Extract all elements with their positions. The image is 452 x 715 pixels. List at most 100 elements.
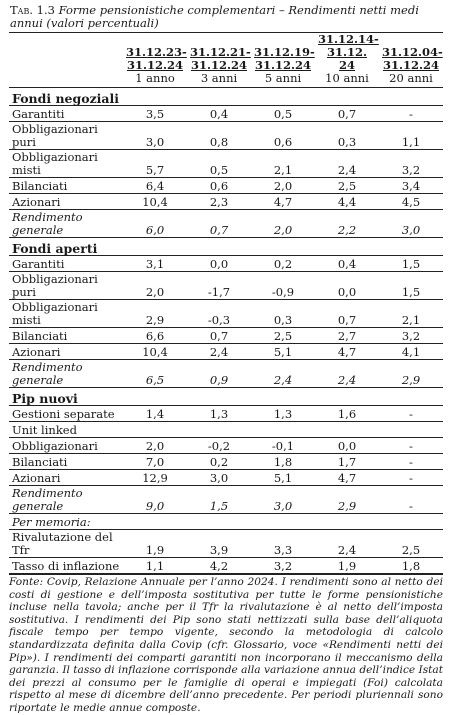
row-value: 0,2 [187, 453, 251, 470]
row-value: -0,3 [187, 299, 251, 328]
row-value [187, 421, 251, 438]
table-row: Unit linked [9, 421, 443, 438]
row-value: 2,7 [315, 327, 379, 344]
row-label: Bilanciati [9, 177, 123, 194]
row-value: 2,5 [379, 529, 443, 558]
row-label: Rendimento generale [9, 359, 123, 388]
table-title: Tab. 1.3 Forme pensionistiche complement… [10, 4, 443, 30]
row-value [251, 421, 315, 438]
section-title: Fondi aperti [9, 237, 443, 256]
row-value: 3,1 [123, 255, 187, 272]
row-label: Obbligazionari puri [9, 121, 123, 150]
row-value: 0,0 [315, 437, 379, 454]
row-value: 0,7 [187, 209, 251, 238]
header-period: 31.12.19-31.12.24 [254, 45, 315, 72]
row-value: 1,4 [123, 405, 187, 422]
table-caption: Forme pensionistiche complementari – Ren… [10, 3, 419, 30]
row-label: Azionari [9, 193, 123, 210]
row-value: 0,9 [187, 359, 251, 388]
row-value: 3,9 [187, 529, 251, 558]
row-value: 2,4 [251, 359, 315, 388]
row-value: -0,1 [251, 437, 315, 454]
table-row: Obbligazionari puri 2,0 -1,7 -0,9 0,0 1,5 [9, 271, 443, 300]
row-value: 4,7 [315, 343, 379, 360]
header-blank [9, 33, 123, 73]
row-value: 0,2 [251, 255, 315, 272]
row-value: 6,6 [123, 327, 187, 344]
row-value: 2,9 [123, 299, 187, 328]
table-row: Obbligazionari puri 3,0 0,8 0,6 0,3 1,1 [9, 121, 443, 150]
row-value: 5,1 [251, 343, 315, 360]
row-value: 2,4 [315, 359, 379, 388]
table-body: Fondi negoziali Garantiti 3,5 0,4 0,5 0,7- Obb… [9, 87, 443, 574]
row-value: -1,7 [187, 271, 251, 300]
row-value: 0,5 [187, 149, 251, 178]
table-row: Rivalutazione del Tfr 1,9 3,9 3,3 2,4 2,5 [9, 529, 443, 558]
row-label: Garantiti [9, 255, 123, 272]
row-value: 0,0 [187, 255, 251, 272]
row-label: Tasso di inflazione [9, 557, 123, 574]
row-value: 7,0 [123, 453, 187, 470]
row-label: Obbligazionari puri [9, 271, 123, 300]
memo-header-row: Per memoria: [9, 513, 443, 530]
row-value: 2,0 [123, 271, 187, 300]
header-period: 31.12.23-31.12.24 [126, 45, 187, 72]
row-value: 2,2 [315, 209, 379, 238]
table-row: Bilanciati 6,6 0,7 2,5 2,7 3,2 [9, 327, 443, 344]
section-header-row: Fondi aperti [9, 237, 443, 256]
row-value: 0,3 [251, 299, 315, 328]
table-row: Azionari 10,4 2,3 4,7 4,4 4,5 [9, 193, 443, 210]
row-value: 1,8 [379, 557, 443, 574]
section-header-row: Fondi negoziali [9, 87, 443, 106]
row-value: 0,7 [315, 105, 379, 122]
row-value: 4,4 [315, 193, 379, 210]
row-value: 2,1 [251, 149, 315, 178]
row-value [123, 421, 187, 438]
table-row: Azionari 12,9 3,0 5,1 4,7- [9, 469, 443, 486]
row-value: 1,9 [315, 557, 379, 574]
row-label: Rendimento generale [9, 209, 123, 238]
table-row: Bilanciati 7,0 0,2 1,8 1,7- [9, 453, 443, 470]
row-value: 9,0 [123, 485, 187, 514]
row-value: 0,8 [187, 121, 251, 150]
row-value: 2,9 [315, 485, 379, 514]
source-note: Fonte: Covip, Relazione Annuale per l’an… [9, 574, 443, 714]
row-value: 4,2 [187, 557, 251, 574]
row-value: 2,3 [187, 193, 251, 210]
table-row: Obbligazionari 2,0 -0,2 -0,1 0,0- [9, 437, 443, 454]
header-span: 20 anni [379, 72, 443, 88]
row-value: 3,4 [379, 177, 443, 194]
row-value: 4,5 [379, 193, 443, 210]
row-value: -0,2 [187, 437, 251, 454]
row-value: 10,4 [123, 193, 187, 210]
header-period: 31.12.04-31.12.24 [382, 45, 443, 72]
row-value: 5,1 [251, 469, 315, 486]
row-value: 1,1 [123, 557, 187, 574]
row-label: Rivalutazione del Tfr [9, 529, 123, 558]
table-row: Obbligazionari misti 2,9 -0,3 0,3 0,7 2,1 [9, 299, 443, 328]
header-period: 31.12.14-31.12. 24 [318, 32, 379, 72]
row-value: 0,4 [315, 255, 379, 272]
header-span: 1 anno [123, 72, 187, 88]
header-span: 3 anni [187, 72, 251, 88]
row-value [315, 421, 379, 438]
row-label: Azionari [9, 343, 123, 360]
table-row: Azionari 10,4 2,4 5,1 4,7 4,1 [9, 343, 443, 360]
row-label: Obbligazionari misti [9, 149, 123, 178]
row-value: 0,7 [315, 299, 379, 328]
row-value: 1,8 [251, 453, 315, 470]
row-value: 2,0 [251, 177, 315, 194]
row-value: - [379, 105, 443, 122]
header-spans-row: 1 anno 3 anni 5 anni 10 anni 20 anni [9, 72, 443, 88]
row-label: Obbligazionari misti [9, 299, 123, 328]
row-value: 12,9 [123, 469, 187, 486]
row-value: 1,7 [315, 453, 379, 470]
table-row: Rendimento generale 6,0 0,7 2,0 2,2 3,0 [9, 209, 443, 238]
row-value: 1,5 [187, 485, 251, 514]
row-value: 1,9 [123, 529, 187, 558]
row-value: 10,4 [123, 343, 187, 360]
section-title: Pip nuovi [9, 387, 443, 406]
row-value: 1,5 [379, 271, 443, 300]
row-label: Azionari [9, 469, 123, 486]
row-value: 0,4 [187, 105, 251, 122]
